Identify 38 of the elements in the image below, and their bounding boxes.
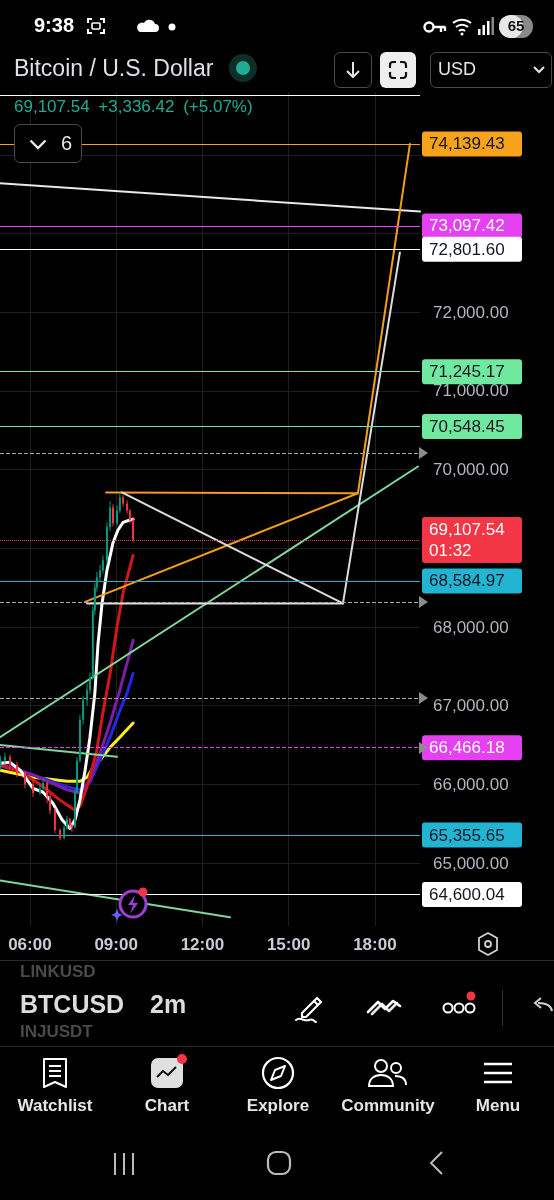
ref-line-label: 70,548.45 bbox=[429, 417, 505, 437]
x-tick-label: 09:00 bbox=[94, 935, 138, 954]
x-tick-label: 18:00 bbox=[353, 935, 397, 954]
ref-line-label: 66,466.18 bbox=[429, 738, 505, 758]
dropdown: USD bbox=[430, 52, 552, 88]
ref-line-label: 72,801.60 bbox=[429, 239, 505, 259]
text: LINKUSD bbox=[20, 962, 96, 982]
y-tick-label: 65,000.00 bbox=[433, 853, 509, 873]
y-tick-label: 68,000.00 bbox=[433, 617, 509, 637]
text: 9:38 bbox=[34, 14, 75, 37]
text: Watchlist bbox=[16, 1096, 94, 1116]
y-tick-label: 66,000.00 bbox=[433, 774, 509, 794]
y-tick-label: 67,000.00 bbox=[433, 696, 509, 716]
x-tick-label: 12:00 bbox=[180, 935, 225, 954]
y-tick-label: 70,000.00 bbox=[433, 460, 509, 480]
text: Explore bbox=[245, 1096, 311, 1116]
ref-line-label: 64,600.04 bbox=[429, 885, 505, 905]
button: 6 bbox=[14, 124, 82, 163]
y-tick-label: 71,000.00 bbox=[433, 381, 509, 401]
ref-line-label: 73,097.42 bbox=[429, 216, 505, 236]
chart-subtitle: 69,107.54 +3,336.42 (+5.07%) bbox=[14, 97, 253, 117]
text: 65 bbox=[506, 17, 526, 34]
annotation: 6 bbox=[61, 132, 73, 155]
text: Chart bbox=[143, 1096, 191, 1116]
ref-line-label: 71,245.17 bbox=[429, 362, 505, 382]
x-tick-label: 15:00 bbox=[266, 935, 311, 954]
ref-line-label: 68,584.97 bbox=[429, 571, 505, 591]
chart-title: Bitcoin / U.S. Dollar bbox=[14, 54, 214, 82]
text: Community bbox=[340, 1096, 436, 1116]
ref-line-label: 69,107.54 01:32 bbox=[429, 519, 505, 560]
ref-line-label: 65,355.65 bbox=[429, 825, 505, 845]
text: BTCUSD bbox=[20, 990, 125, 1019]
text: Menu bbox=[474, 1096, 522, 1116]
x-tick-label: 06:00 bbox=[8, 935, 52, 954]
text: INJUSDT bbox=[20, 1022, 93, 1042]
y-tick-label: 72,000.00 bbox=[433, 302, 509, 322]
text: 2m bbox=[150, 990, 187, 1019]
ref-line-label: 74,139.43 bbox=[429, 134, 505, 154]
